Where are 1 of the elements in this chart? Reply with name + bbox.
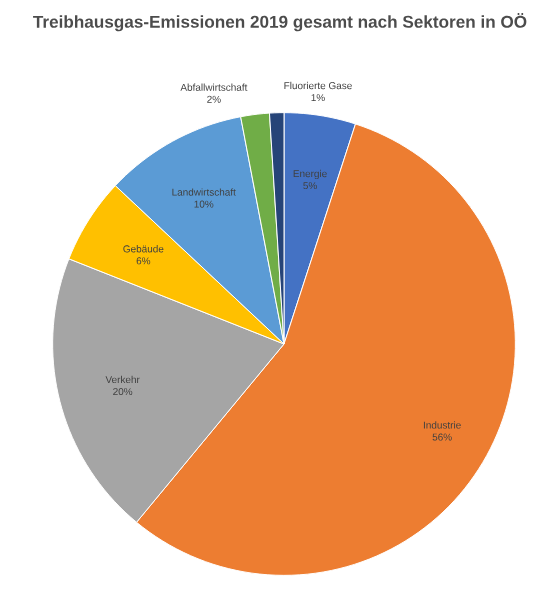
chart-title: Treibhausgas-Emissionen 2019 gesamt nach Sektoren in OÖ — [33, 13, 527, 32]
